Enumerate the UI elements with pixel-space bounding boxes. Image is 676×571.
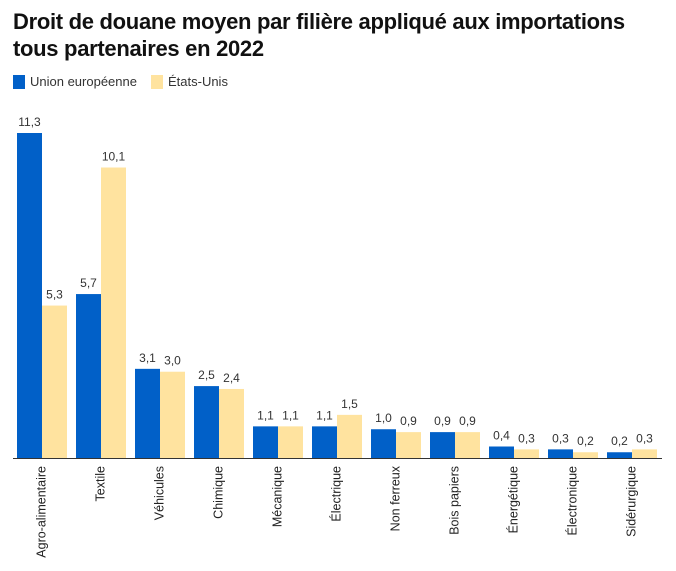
legend-label-eu: Union européenne	[30, 74, 137, 89]
category-label-6: Non ferreux	[388, 465, 402, 531]
value-label-eu-4: 1,1	[257, 408, 274, 422]
value-label-us-9: 0,2	[577, 434, 594, 448]
legend: Union européenne États-Unis	[13, 74, 242, 89]
value-label-us-2: 3,0	[164, 354, 181, 368]
bar-us-8	[514, 449, 539, 458]
category-label-0: Agro-alimentaire	[34, 466, 48, 558]
value-label-eu-5: 1,1	[316, 408, 333, 422]
bar-eu-7	[430, 432, 455, 458]
value-label-us-0: 5,3	[46, 288, 63, 302]
value-label-us-8: 0,3	[518, 431, 535, 445]
bar-eu-5	[312, 426, 337, 458]
bar-us-2	[160, 371, 185, 458]
value-label-eu-7: 0,9	[434, 414, 451, 428]
value-label-eu-6: 1,0	[375, 411, 392, 425]
bar-us-9	[573, 452, 598, 458]
category-label-8: Énergétique	[505, 466, 520, 533]
value-label-us-3: 2,4	[223, 371, 240, 385]
bar-eu-1	[76, 294, 101, 458]
value-label-eu-3: 2,5	[198, 368, 215, 382]
chart-title: Droit de douane moyen par filière appliq…	[13, 9, 625, 61]
bar-eu-9	[548, 449, 573, 458]
value-label-eu-2: 3,1	[139, 351, 156, 365]
bar-us-6	[396, 432, 421, 458]
bar-eu-4	[253, 426, 278, 458]
legend-item-us: États-Unis	[150, 74, 228, 89]
legend-swatch-us	[150, 74, 163, 89]
value-label-us-6: 0,9	[400, 414, 417, 428]
bar-us-4	[278, 426, 303, 458]
value-label-eu-0: 11,3	[18, 115, 41, 129]
value-label-us-7: 0,9	[459, 414, 476, 428]
bar-eu-10	[607, 452, 632, 458]
category-label-4: Mécanique	[270, 466, 284, 527]
legend-label-us: États-Unis	[167, 74, 228, 89]
value-label-us-1: 10,1	[102, 150, 126, 164]
bar-us-5	[337, 414, 362, 458]
value-label-us-4: 1,1	[282, 408, 299, 422]
bar-us-1	[101, 167, 126, 458]
category-label-1: Textile	[93, 466, 107, 501]
bar-eu-0	[17, 133, 42, 458]
value-label-eu-10: 0,2	[611, 434, 628, 448]
category-label-7: Bois papiers	[447, 466, 461, 535]
bar-us-10	[632, 449, 657, 458]
category-label-10: Sidérurgique	[624, 466, 638, 537]
bar-eu-8	[489, 446, 514, 458]
value-label-eu-1: 5,7	[80, 276, 97, 290]
legend-swatch-eu	[13, 74, 25, 89]
category-label-2: Véhicules	[152, 466, 166, 520]
category-label-3: Chimique	[211, 466, 225, 519]
value-label-us-5: 1,5	[341, 397, 358, 411]
category-label-9: Électronique	[564, 466, 579, 536]
bar-eu-3	[194, 386, 219, 458]
bar-us-7	[455, 432, 480, 458]
value-label-eu-8: 0,4	[493, 428, 510, 442]
bar-us-3	[219, 388, 244, 458]
category-label-5: Électrique	[328, 466, 343, 522]
bar-eu-2	[135, 368, 160, 458]
bar-eu-6	[371, 429, 396, 458]
bar-us-0	[42, 305, 67, 458]
value-label-eu-9: 0,3	[552, 431, 569, 445]
value-label-us-10: 0,3	[636, 431, 653, 445]
legend-item-eu: Union européenne	[13, 74, 137, 89]
